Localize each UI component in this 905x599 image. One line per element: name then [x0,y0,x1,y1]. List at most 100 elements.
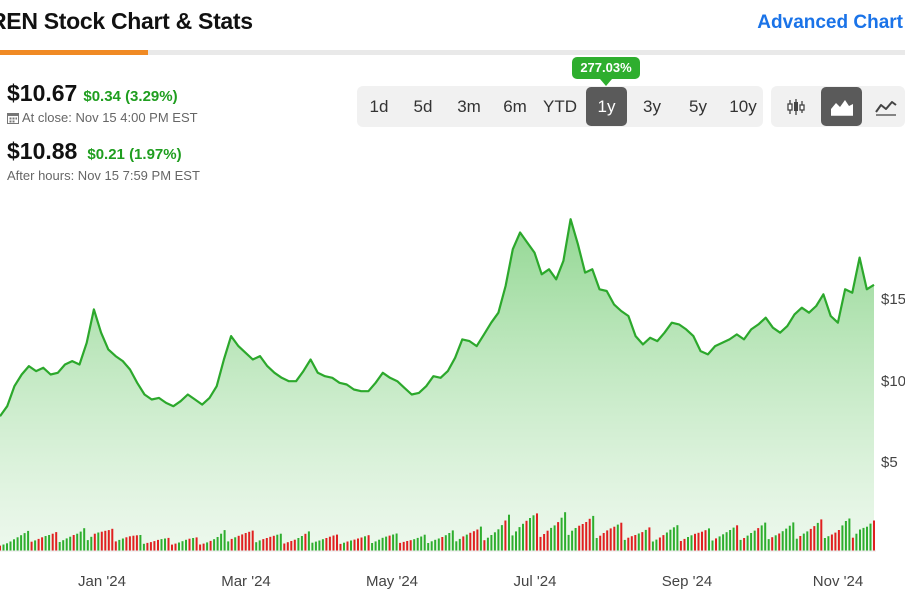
range-6m[interactable]: 6m [503,97,527,116]
volume-bar [630,536,633,551]
volume-bar [321,539,324,551]
volume-bar [132,535,135,551]
volume-bar [792,522,795,551]
volume-bar [809,528,812,551]
x-tick-label: Jan '24 [78,573,126,590]
volume-bar [690,535,693,551]
area-chart-button[interactable] [821,87,862,126]
volume-bar [823,538,826,551]
volume-bar [55,532,58,551]
volume-bar [311,542,314,551]
after-hours-timestamp: After hours: Nov 15 7:59 PM EST [7,168,200,183]
volume-bar [641,532,644,551]
volume-bar [746,535,749,551]
range-5y[interactable]: 5y [689,97,707,116]
volume-bar [2,544,5,551]
range-1y[interactable]: 1y [586,87,627,126]
range-10y[interactable]: 10y [729,97,757,116]
volume-bar [283,543,286,551]
volume-bar [30,541,33,551]
volume-bar [402,541,405,551]
line-chart-button[interactable] [866,86,905,127]
chart-type-selector [771,86,905,127]
volume-bar [578,525,581,551]
volume-bar [83,528,86,551]
volume-bar [343,542,345,551]
volume-bar [799,536,802,551]
volume-bar [750,533,753,551]
volume-bar [9,541,12,551]
volume-bar [304,533,307,551]
volume-bar [125,537,128,551]
volume-bar [237,535,240,551]
volume-bar [65,538,68,551]
volume-bar [581,524,584,551]
volume-bar [199,544,202,551]
y-tick-label: $15 [881,291,905,308]
volume-bar [279,533,282,551]
volume-bar [543,534,546,551]
volume-bar [114,541,117,551]
advanced-chart-link[interactable]: Advanced Chart [757,12,903,33]
volume-bar [86,540,89,551]
close-price: $10.67 [7,80,78,106]
volume-bar [241,534,244,551]
volume-bar [328,536,331,551]
volume-bar [553,525,556,551]
range-5d[interactable]: 5d [413,97,433,116]
volume-bar [69,536,72,551]
volume-bar [732,527,735,551]
volume-bar [869,523,872,551]
volume-bar [251,530,254,551]
volume-bar [128,536,131,551]
performance-badge: 277.03% [572,57,640,86]
volume-bar [725,532,728,551]
volume-bar [293,539,296,551]
volume-bar [300,536,303,551]
volume-bar [490,535,493,551]
volume-bar [44,536,47,551]
volume-bar [234,537,237,551]
volume-bar [462,536,465,551]
volume-bar [262,539,265,551]
volume-bar [697,532,700,551]
range-3y[interactable]: 3y [643,97,661,116]
price-line [0,218,875,417]
volume-bar [651,541,654,551]
range-3m[interactable]: 3m [457,97,481,116]
volume-bar [785,528,788,551]
header: REN Stock Chart & Stats Advanced Chart [0,0,905,48]
volume-bar [599,535,602,551]
volume-bar [859,529,861,551]
volume-bar [679,541,682,551]
close-timestamp: At close: Nov 15 4:00 PM EST [22,110,198,125]
volume-bar [392,534,395,551]
volume-bar [851,537,854,551]
volume-bar [423,534,426,551]
volume-bar [820,519,823,551]
volume-bar [518,527,521,551]
volume-bar [13,539,15,551]
title-divider [0,50,905,55]
volume-bar [202,543,205,551]
volume-bar [767,539,770,551]
range-ytd[interactable]: YTD [543,97,577,116]
after-hours-change: $0.21 (1.97%) [87,146,182,163]
volume-bar [778,533,781,551]
volume-bar [381,537,384,551]
range-1d[interactable]: 1d [369,97,389,116]
volume-bar [206,542,209,551]
volume-bar [62,540,65,551]
volume-bar [595,538,598,551]
volume-bar [669,529,672,551]
volume-bar [139,535,142,551]
volume-bar [781,531,784,551]
volume-bar [48,535,51,551]
volume-bar [718,536,721,551]
volume-bar [174,543,177,551]
volume-bar [27,530,30,551]
candlestick-button[interactable] [776,86,816,127]
volume-bar [602,533,605,551]
volume-bar [613,526,616,551]
